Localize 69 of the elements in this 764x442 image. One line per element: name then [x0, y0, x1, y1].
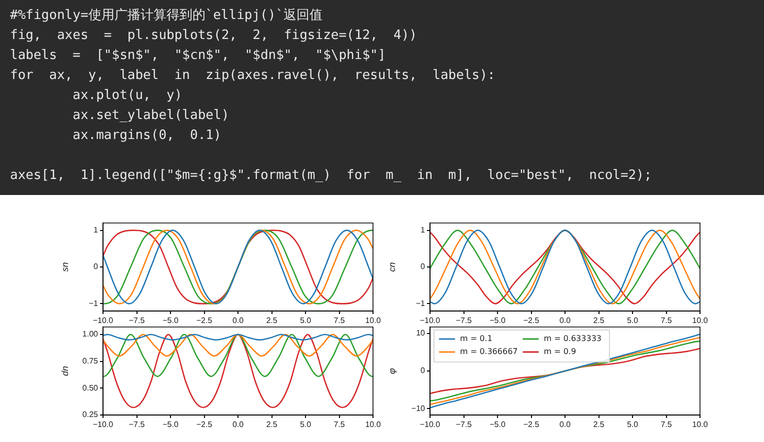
x-tick-label: −10.0 [420, 316, 441, 326]
x-tick-label: 10.0 [692, 420, 708, 430]
x-tick-label: −5.0 [490, 316, 506, 326]
x-tick-label: 10.0 [365, 420, 382, 430]
x-tick-label: 7.5 [334, 316, 346, 326]
y-axis-title: dn [60, 366, 70, 376]
legend-label: m = 0.366667 [460, 347, 518, 356]
y-tick-label: 0 [94, 262, 99, 272]
text: ax.margins(0, 0.1) [72, 127, 222, 145]
y-tick-label: 0.25 [82, 410, 99, 420]
y-axis-title: sn [60, 262, 70, 272]
x-tick-label: −5.0 [490, 420, 506, 430]
y-tick-label: −1 [88, 298, 99, 308]
y-tick-label: 10 [416, 328, 426, 338]
x-tick-label: 2.5 [266, 420, 278, 430]
text: fig, axes = pl.subplots(2, 2, figsize=(12, 4)) [10, 27, 418, 45]
y-tick-label: −1 [416, 298, 426, 308]
y-tick-label: −10 [411, 404, 426, 413]
y-axis-title: φ [386, 368, 397, 374]
legend-label: m = 0.9 [544, 347, 576, 356]
legend-label: m = 0.1 [460, 334, 492, 344]
x-tick-label: −7.5 [128, 316, 146, 326]
x-tick-label: −2.5 [196, 420, 213, 430]
x-tick-label: 0.0 [559, 316, 572, 326]
x-tick-label: 7.5 [660, 316, 672, 326]
x-tick-label: 0.0 [559, 420, 572, 430]
x-tick-label: −7.5 [456, 420, 472, 430]
y-tick-label: 0.75 [82, 356, 99, 366]
x-tick-label: −2.5 [523, 316, 540, 326]
x-tick-label: 2.5 [266, 316, 278, 326]
x-tick-label: −7.5 [456, 316, 472, 326]
x-tick-label: −5.0 [162, 420, 179, 430]
x-tick-label: 0.0 [232, 420, 244, 430]
x-tick-label: 7.5 [660, 420, 672, 430]
x-tick-label: 0.0 [232, 316, 244, 326]
y-tick-label: 0.50 [82, 383, 99, 392]
x-tick-label: 2.5 [593, 420, 605, 430]
x-tick-label: 5.0 [626, 420, 639, 430]
y-tick-label: 1 [94, 226, 99, 235]
x-tick-label: 5.0 [300, 420, 312, 430]
x-tick-label: −7.5 [128, 420, 146, 430]
x-tick-label: 2.5 [593, 316, 605, 326]
x-tick-label: −2.5 [523, 420, 540, 430]
y-tick-label: 0 [420, 366, 426, 376]
x-tick-label: −10.0 [92, 316, 114, 326]
line-series [103, 334, 373, 357]
legend-label: m = 0.633333 [544, 334, 602, 344]
text: ax.set_ylabel(label) [72, 107, 230, 125]
y-axis-title: cn [386, 262, 397, 272]
x-tick-label: −5.0 [162, 316, 179, 326]
x-tick-label: −10.0 [92, 420, 114, 430]
line-series [103, 334, 373, 408]
x-tick-label: 10.0 [692, 316, 708, 326]
x-tick-label: 7.5 [334, 420, 346, 430]
y-tick-label: 1 [420, 226, 426, 235]
y-tick-label: 0 [420, 262, 426, 272]
text: #%figonly=使用广播计算得到的`ellipj()`返回值 [10, 7, 324, 25]
x-tick-label: 5.0 [626, 316, 639, 326]
text: ax.plot(u, y) [72, 87, 184, 105]
text: axes[1, 1].legend(["$m={:g}$".format(m_) for m_ in m], loc="best", ncol=2); [10, 167, 653, 185]
text: labels = ["$sn$", "$cn$", "$dn$", "$\phi$"] [10, 47, 387, 65]
x-tick-label: −10.0 [420, 420, 441, 430]
line-series [430, 230, 700, 304]
line-series [103, 230, 373, 304]
text: for ax, y, label in zip(axes.ravel(), results, labels): [10, 67, 496, 85]
x-tick-label: 10.0 [365, 316, 382, 326]
x-tick-label: −2.5 [196, 316, 213, 326]
x-tick-label: 5.0 [300, 316, 312, 326]
y-tick-label: 1.00 [82, 330, 99, 339]
